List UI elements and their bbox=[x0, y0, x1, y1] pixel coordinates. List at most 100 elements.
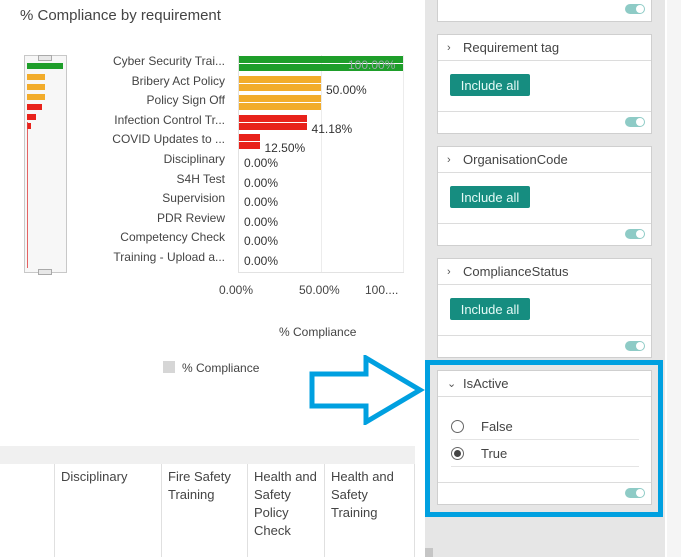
filter-card-isactive: ⌄ IsActive False True bbox=[437, 370, 652, 505]
bar[interactable] bbox=[239, 134, 260, 142]
category-label: Supervision bbox=[162, 191, 225, 206]
card-title: IsActive bbox=[463, 376, 509, 391]
x-tick-label: 50.00% bbox=[299, 283, 340, 297]
filter-card-organisation-code: › OrganisationCode Include all bbox=[437, 146, 652, 246]
overview-bar bbox=[27, 94, 45, 100]
radio-option-true[interactable]: True bbox=[451, 441, 639, 467]
card-header[interactable]: › ComplianceStatus bbox=[438, 259, 651, 285]
data-label: 0.00% bbox=[244, 254, 279, 268]
card-title: ComplianceStatus bbox=[463, 264, 569, 279]
card-footer bbox=[438, 0, 651, 21]
include-all-button[interactable]: Include all bbox=[450, 186, 530, 208]
bar[interactable] bbox=[239, 64, 403, 71]
bar[interactable] bbox=[239, 114, 307, 122]
toggle-switch[interactable] bbox=[625, 4, 645, 14]
include-all-button[interactable]: Include all bbox=[450, 74, 530, 96]
card-footer bbox=[438, 111, 651, 133]
chevron-right-icon[interactable]: › bbox=[447, 265, 451, 278]
category-label: Training - Upload a... bbox=[113, 250, 225, 264]
category-label: Disciplinary bbox=[163, 152, 225, 166]
category-label: S4H Test bbox=[176, 171, 225, 186]
filter-card-compliance-status: › ComplianceStatus Include all bbox=[437, 258, 652, 358]
card-title: OrganisationCode bbox=[463, 152, 568, 167]
chevron-right-icon[interactable]: › bbox=[447, 153, 451, 166]
x-tick-label: 100.... bbox=[365, 283, 399, 297]
data-label: 41.18% bbox=[311, 121, 353, 136]
category-label: Bribery Act Policy bbox=[131, 73, 225, 88]
table-header-cell[interactable]: Fire Safety Training bbox=[162, 464, 248, 557]
overview-bar bbox=[27, 63, 63, 69]
category-label: COVID Updates to ... bbox=[112, 132, 225, 147]
radio-button[interactable] bbox=[451, 420, 464, 433]
radio-button[interactable] bbox=[451, 447, 464, 460]
filter-card-partial bbox=[437, 0, 652, 22]
card-header[interactable]: › OrganisationCode bbox=[438, 147, 651, 173]
card-footer bbox=[438, 482, 651, 504]
bar[interactable] bbox=[239, 83, 321, 91]
overview-bar bbox=[27, 84, 45, 90]
overview-bar bbox=[27, 123, 31, 129]
category-label: Cyber Security Trai... bbox=[112, 54, 225, 68]
card-header[interactable]: ⌄ IsActive bbox=[438, 371, 651, 397]
data-label: 100.00% bbox=[348, 58, 396, 72]
table-header-cell[interactable]: Health and Safety Policy Check bbox=[248, 464, 325, 557]
bar[interactable] bbox=[239, 122, 307, 130]
data-label: 50.00% bbox=[326, 82, 367, 97]
chevron-right-icon[interactable]: › bbox=[447, 41, 451, 54]
include-all-button[interactable]: Include all bbox=[450, 298, 530, 320]
category-label: Infection Control Tr... bbox=[114, 112, 225, 127]
data-label: 0.00% bbox=[244, 234, 279, 249]
toggle-switch[interactable] bbox=[625, 341, 645, 351]
data-label: 0.00% bbox=[244, 214, 279, 229]
toggle-switch[interactable] bbox=[625, 488, 645, 498]
bar[interactable] bbox=[239, 142, 260, 150]
category-label: PDR Review bbox=[156, 210, 225, 225]
table-header-label: Disciplinary bbox=[61, 469, 128, 484]
sidebar-scrollbar[interactable] bbox=[667, 0, 681, 557]
chevron-down-icon[interactable]: ⌄ bbox=[447, 378, 457, 390]
gridline-50 bbox=[321, 55, 322, 272]
card-title: Requirement tag bbox=[463, 40, 560, 55]
scroll-handle-top[interactable] bbox=[38, 55, 52, 61]
overview-bar bbox=[27, 104, 42, 110]
data-label: 0.00% bbox=[244, 195, 279, 210]
scroll-handle-bottom[interactable] bbox=[38, 269, 52, 275]
card-header[interactable]: › Requirement tag bbox=[438, 35, 651, 61]
overview-zero-line bbox=[27, 122, 28, 268]
radio-label: True bbox=[481, 446, 508, 461]
overview-bar bbox=[27, 74, 45, 80]
x-axis-title: % Compliance bbox=[279, 325, 357, 339]
data-label: 0.00% bbox=[244, 175, 279, 190]
bar[interactable] bbox=[239, 95, 321, 103]
bar[interactable] bbox=[239, 56, 403, 63]
chart-scroll-overview[interactable] bbox=[24, 55, 67, 275]
card-footer bbox=[438, 335, 651, 357]
bar[interactable] bbox=[239, 75, 321, 83]
table-header-label: Fire Safety Training bbox=[168, 469, 231, 502]
chart-title: % Compliance by requirement bbox=[20, 7, 221, 24]
category-label: Policy Sign Off bbox=[146, 93, 225, 108]
table-header-cell[interactable]: Health and Safety Training bbox=[325, 464, 415, 557]
x-tick-label: 0.00% bbox=[219, 283, 254, 297]
table-header-label: Health and Safety Policy Check bbox=[254, 469, 317, 538]
data-label: 12.50% bbox=[264, 141, 306, 156]
table-header-cell[interactable] bbox=[0, 464, 55, 557]
panel-scrollbar[interactable] bbox=[425, 548, 433, 557]
data-label: 0.00% bbox=[244, 156, 279, 170]
data-table: Disciplinary Fire Safety Training Health… bbox=[0, 446, 415, 557]
filter-card-requirement-tag: › Requirement tag Include all bbox=[437, 34, 652, 134]
radio-option-false[interactable]: False bbox=[451, 414, 639, 440]
toggle-switch[interactable] bbox=[625, 229, 645, 239]
overview-bar bbox=[27, 114, 36, 120]
table-header-label: Health and Safety Training bbox=[331, 469, 394, 520]
legend-label: % Compliance bbox=[182, 361, 260, 375]
radio-label: False bbox=[481, 419, 513, 434]
gridline-100 bbox=[403, 55, 404, 272]
card-footer bbox=[438, 223, 651, 245]
table-header-cell[interactable]: Disciplinary bbox=[55, 464, 162, 557]
toggle-switch[interactable] bbox=[625, 117, 645, 127]
category-label: Competency Check bbox=[120, 230, 225, 245]
bar[interactable] bbox=[239, 103, 321, 111]
plot-area bbox=[238, 55, 404, 273]
callout-arrow-icon bbox=[309, 355, 425, 425]
